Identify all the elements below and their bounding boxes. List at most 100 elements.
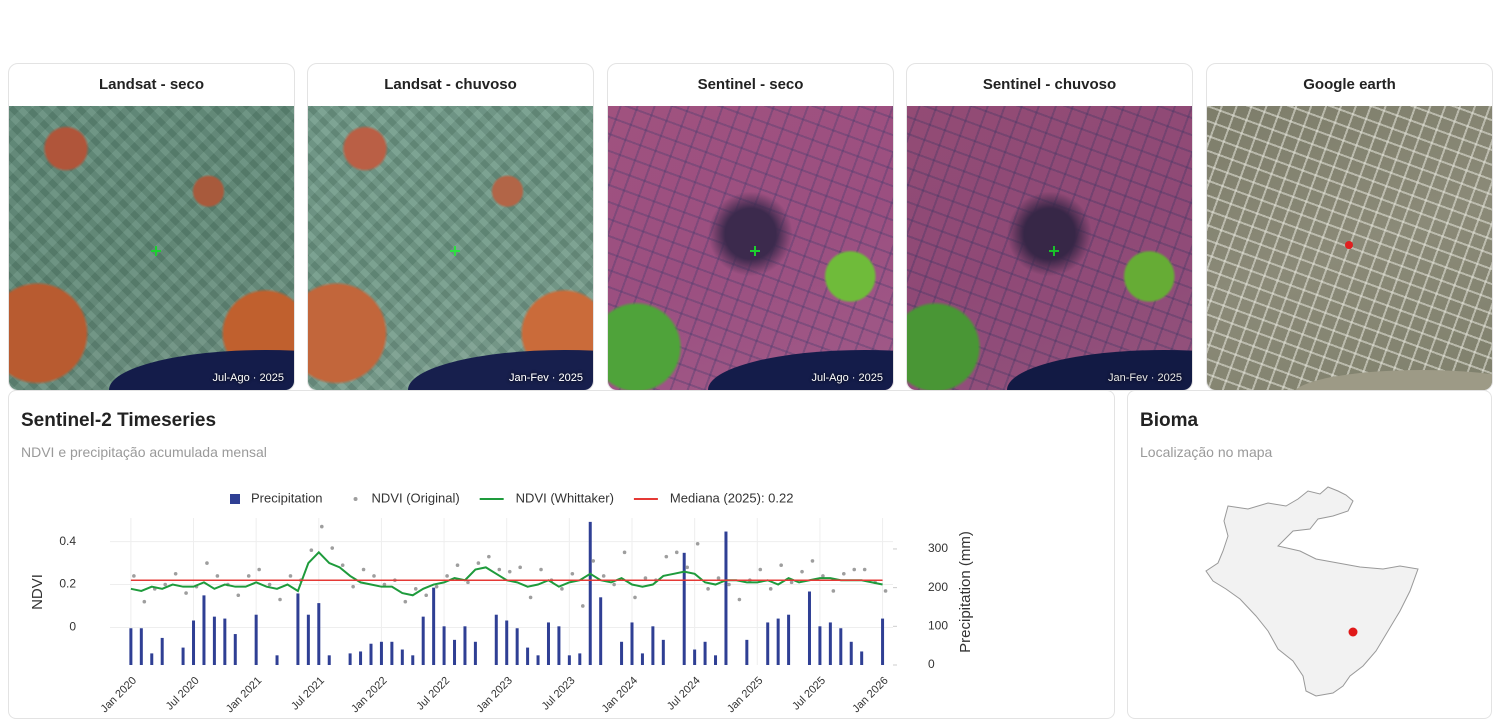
card-title: Sentinel - chuvoso	[982, 76, 1117, 93]
precipitation-bar	[390, 641, 394, 665]
precipitation-bar	[473, 641, 477, 665]
marker	[450, 246, 460, 256]
precipitation-bar	[839, 628, 843, 665]
ndvi-point	[267, 582, 272, 587]
ndvi-point	[340, 563, 345, 568]
legend-label: NDVI (Whittaker)	[516, 490, 614, 505]
ndvi-point	[445, 574, 449, 578]
marker	[151, 246, 161, 256]
ndvi-point	[173, 571, 178, 576]
x-tick-label: Jan 2025	[725, 675, 765, 715]
panel-subtitle: Localização no mapa	[1140, 444, 1273, 460]
y2-axis-label: Precipitation (mm)	[957, 531, 974, 653]
satellite-image	[1207, 106, 1492, 390]
precipitation-bar	[766, 622, 770, 665]
ndvi-point	[768, 587, 773, 591]
precipitation-bar	[275, 655, 279, 665]
x-tick-label: Jul 2020	[164, 675, 202, 713]
legend-swatch	[230, 494, 240, 504]
precipitation-bar	[432, 587, 436, 665]
x-tick-label: Jan 2022	[349, 675, 389, 715]
precipitation-bar	[515, 628, 519, 665]
precipitation-bar	[578, 653, 582, 665]
date-badge: Jul-Ago · 2025	[212, 372, 284, 384]
ndvi-point	[205, 561, 209, 565]
ndvi-point	[351, 584, 355, 589]
precipitation-bar	[202, 595, 206, 665]
x-tick-label: Jul 2023	[540, 675, 578, 713]
marker	[1049, 246, 1059, 256]
x-tick-label: Jul 2025	[790, 675, 828, 713]
image-card: Sentinel - seco Jul-Ago · 2025	[607, 63, 894, 391]
ndvi-point	[664, 554, 669, 559]
ndvi-point	[758, 567, 763, 572]
ndvi-point	[821, 574, 825, 578]
precipitation-bar	[192, 620, 196, 665]
y-tick-label: 0.2	[59, 577, 76, 591]
legend-swatch	[353, 497, 358, 501]
precipitation-bar	[505, 620, 509, 665]
ndvi-point	[403, 599, 408, 604]
precipitation-bar	[359, 651, 363, 665]
ndvi-point	[674, 550, 679, 555]
precipitation-bar	[400, 649, 404, 665]
ndvi-point	[361, 567, 366, 572]
ndvi-point	[633, 595, 637, 600]
ndvi-point	[309, 548, 314, 552]
ndvi-point	[831, 589, 836, 593]
precipitation-bar	[588, 521, 592, 665]
satellite-image: Jan-Fev · 2025	[308, 106, 593, 390]
ndvi-point	[716, 576, 721, 580]
ndvi-point	[737, 597, 742, 602]
ndvi-point	[236, 593, 241, 598]
ndvi-point	[789, 580, 794, 585]
precipitation-bar	[661, 639, 665, 665]
y-tick-label: 0	[69, 620, 76, 634]
y2-tick-label: 300	[928, 541, 948, 555]
panel-title: Sentinel-2 Timeseries	[21, 410, 217, 431]
ndvi-point	[883, 589, 888, 593]
card-title: Sentinel - seco	[697, 76, 804, 93]
precipitation-bar	[703, 641, 707, 665]
x-tick-label: Jan 2021	[224, 675, 264, 715]
precipitation-bar	[849, 641, 853, 665]
precipitation-bar	[212, 616, 216, 665]
ndvi-point	[132, 574, 136, 578]
precipitation-bar	[818, 626, 822, 665]
ndvi-point	[382, 582, 387, 587]
legend-label: NDVI (Original)	[372, 490, 460, 505]
location-dot	[1348, 627, 1358, 637]
x-tick-label: Jul 2021	[289, 675, 327, 713]
ndvi-point	[487, 554, 491, 559]
ndvi-point	[476, 561, 481, 565]
card-title: Landsat - seco	[98, 76, 205, 93]
precipitation-bar	[860, 651, 864, 665]
precipitation-bar	[442, 626, 446, 665]
precipitation-bar	[453, 639, 457, 665]
ndvi-point	[601, 574, 606, 578]
precipitation-bar	[651, 626, 655, 665]
precipitation-bar	[129, 628, 133, 665]
ndvi-point	[497, 567, 502, 572]
y2-tick-label: 200	[928, 580, 948, 594]
ndvi-point	[257, 567, 261, 572]
ndvi-point	[539, 567, 543, 572]
date-badge: Jan-Fev · 2025	[1108, 372, 1182, 384]
panel-subtitle: NDVI e precipitação acumulada mensal	[21, 444, 267, 460]
ndvi-point	[643, 576, 648, 580]
precipitation-bar	[223, 618, 227, 665]
precipitation-bar	[724, 531, 728, 665]
ndvi-point	[581, 604, 585, 608]
precipitation-bar	[776, 618, 780, 665]
water	[1292, 370, 1492, 390]
ndvi-point	[142, 599, 147, 604]
precipitation-bar	[369, 643, 373, 665]
ndvi-point	[507, 569, 512, 574]
image-card: Sentinel - chuvoso Jan-Fev · 2025	[906, 63, 1193, 391]
ndvi-point	[800, 569, 804, 574]
precipitation-bar	[807, 591, 811, 665]
x-tick-label: Jul 2022	[414, 675, 452, 713]
precipitation-bar	[557, 626, 561, 665]
ndvi-point	[528, 595, 533, 600]
ndvi-point	[591, 559, 596, 563]
